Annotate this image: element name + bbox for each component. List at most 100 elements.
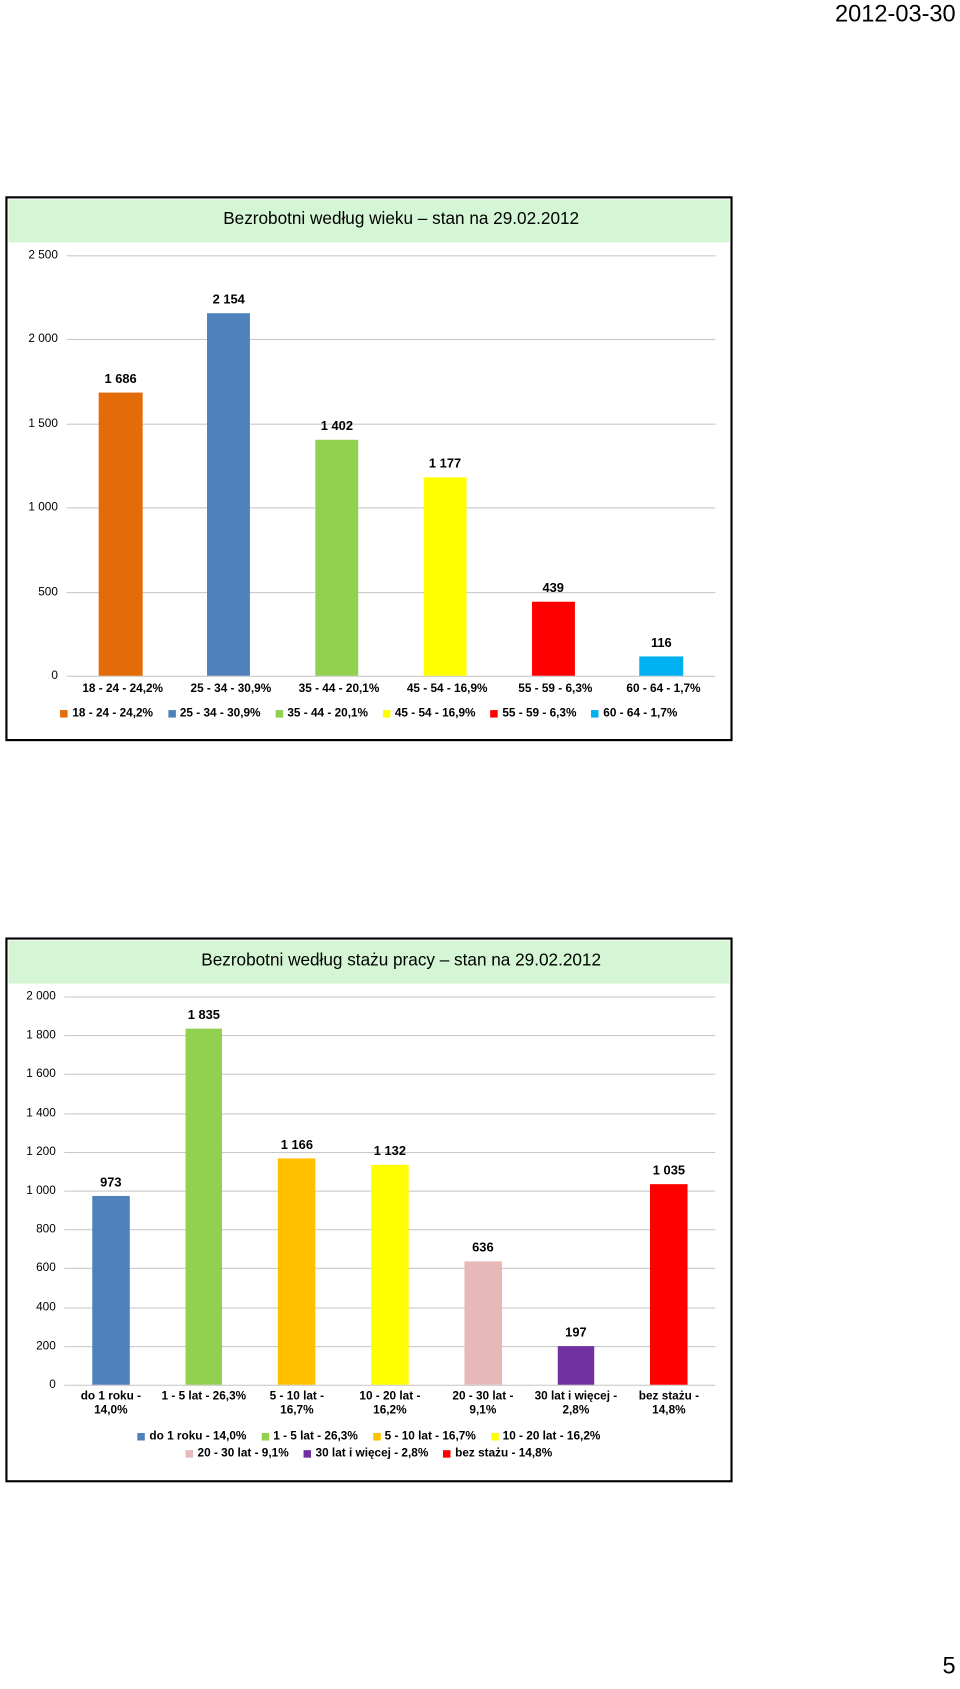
legend-item: 20 - 30 lat - 9,1% [185, 1446, 289, 1460]
legend-label: 10 - 20 lat - 16,2% [502, 1429, 601, 1443]
bar [315, 439, 359, 676]
legend-swatch [168, 709, 176, 718]
x-tick-label: 5 - 10 lat - 16,7% [269, 1390, 325, 1417]
x-tick-label: 10 - 20 lat - 16,2% [359, 1390, 421, 1417]
data-label: 1 035 [652, 1162, 686, 1178]
grid-line [66, 675, 716, 677]
chart-title: Bezrobotni według stażu pracy – stan na … [8, 940, 730, 984]
data-label: 1 402 [320, 418, 353, 434]
data-label: 116 [650, 634, 672, 650]
x-tick-label: 55 - 59 - 6,3% [518, 682, 593, 696]
data-label: 1 686 [104, 370, 137, 386]
x-tick-label: do 1 roku - 14,0% [80, 1390, 142, 1417]
y-tick-label: 1 800 [26, 1028, 56, 1042]
legend: do 1 roku - 14,0% 1 - 5 lat - 26,3% 5 - 10… [101, 1428, 637, 1462]
grid-line [64, 1384, 716, 1386]
bar [371, 1164, 409, 1385]
y-tick-label: 1 500 [28, 417, 58, 430]
legend-item: 10 - 20 lat - 16,2% [490, 1429, 601, 1443]
legend-swatch [275, 709, 284, 718]
legend-label: 35 - 44 - 20,1% [287, 706, 369, 720]
legend-label: 1 - 5 lat - 26,3% [273, 1429, 358, 1443]
legend-item: 30 lat i więcej - 2,8% [303, 1446, 429, 1460]
y-tick-label: 2 000 [28, 332, 58, 346]
grid-line [66, 423, 716, 425]
y-tick-label: 200 [36, 1339, 56, 1353]
chart-box: Bezrobotni według stażu pracy – stan na … [5, 937, 733, 1483]
bar [207, 313, 251, 676]
bar [278, 1158, 316, 1385]
grid-line [66, 507, 716, 509]
y-tick-label: 1 000 [26, 1184, 56, 1198]
legend-label: 60 - 64 - 1,7% [603, 706, 678, 720]
grid-line [64, 1035, 716, 1037]
legend-swatch [137, 1432, 146, 1440]
legend-label: 30 lat i więcej - 2,8% [315, 1446, 429, 1460]
bar [464, 1261, 502, 1385]
grid-line [64, 1112, 716, 1114]
x-tick-label: 30 lat i więcej - 2,8% [534, 1390, 618, 1417]
data-label: 439 [542, 580, 564, 596]
x-tick-label: bez stażu - 14,8% [638, 1390, 700, 1417]
grid-line [64, 1074, 716, 1076]
bar [185, 1028, 223, 1385]
x-tick-label: 20 - 30 lat - 9,1% [452, 1390, 514, 1417]
legend-swatch [490, 709, 499, 718]
y-tick-label: 1 200 [26, 1145, 56, 1159]
grid-line [64, 1151, 716, 1153]
grid-line [64, 996, 716, 998]
grid-line [66, 255, 716, 257]
legend: 18 - 24 - 24,2% 25 - 34 - 30,9% 35 - 44 - … [15, 705, 723, 722]
legend-label: do 1 roku - 14,0% [149, 1429, 247, 1443]
y-tick-label: 0 [49, 1378, 56, 1392]
legend-swatch [60, 709, 69, 718]
data-label: 1 132 [373, 1143, 406, 1159]
legend-swatch [591, 709, 599, 718]
legend-label: 18 - 24 - 24,2% [72, 706, 154, 720]
legend-label: 25 - 34 - 30,9% [179, 706, 261, 720]
legend-swatch [303, 1449, 312, 1458]
y-tick-label: 800 [36, 1222, 56, 1236]
bar [650, 1183, 688, 1385]
date: 2012-03-30 [834, 0, 956, 27]
x-tick-label: 1 - 5 lat - 26,3% [161, 1390, 247, 1403]
data-label: 2 154 [212, 292, 245, 308]
y-tick-label: 0 [51, 669, 58, 683]
y-tick-label: 2 000 [26, 990, 56, 1003]
legend-item: 45 - 54 - 16,9% [383, 707, 476, 720]
data-label: 197 [565, 1325, 587, 1341]
legend-label: 5 - 10 lat - 16,7% [384, 1429, 476, 1443]
legend-swatch [261, 1432, 269, 1440]
legend-swatch [490, 1432, 499, 1440]
x-tick-label: 45 - 54 - 16,9% [406, 682, 488, 696]
legend-item: 35 - 44 - 20,1% [275, 706, 369, 720]
legend-label: 55 - 59 - 6,3% [502, 706, 577, 720]
y-tick-label: 500 [38, 585, 58, 599]
legend-item: 60 - 64 - 1,7% [591, 707, 677, 720]
x-tick-label: 25 - 34 - 30,9% [190, 682, 272, 696]
bar [92, 1195, 130, 1385]
legend-item: 1 - 5 lat - 26,3% [261, 1429, 358, 1443]
legend-item: do 1 roku - 14,0% [137, 1429, 247, 1443]
legend-label: 20 - 30 lat - 9,1% [197, 1446, 289, 1460]
y-tick-label: 2 500 [28, 248, 58, 262]
chart-title: Bezrobotni według wieku – stan na 29.02.… [8, 199, 730, 243]
bar [98, 392, 143, 676]
legend-swatch [372, 1432, 381, 1440]
legend-swatch [443, 1449, 451, 1458]
legend-item: 18 - 24 - 24,2% [60, 706, 154, 720]
data-label: 1 166 [280, 1136, 313, 1152]
y-tick-label: 1 000 [28, 501, 58, 514]
data-label: 973 [100, 1174, 122, 1190]
grid-line [66, 339, 716, 341]
data-label: 636 [472, 1239, 494, 1255]
page-number: 5 [942, 1651, 956, 1679]
legend-swatch [185, 1449, 194, 1458]
data-label: 1 835 [187, 1007, 220, 1023]
chart-box: Bezrobotni według wieku – stan na 29.02.… [5, 196, 733, 742]
x-tick-label: 18 - 24 - 24,2% [82, 682, 164, 696]
y-tick-label: 400 [36, 1300, 56, 1314]
bar [423, 477, 467, 676]
